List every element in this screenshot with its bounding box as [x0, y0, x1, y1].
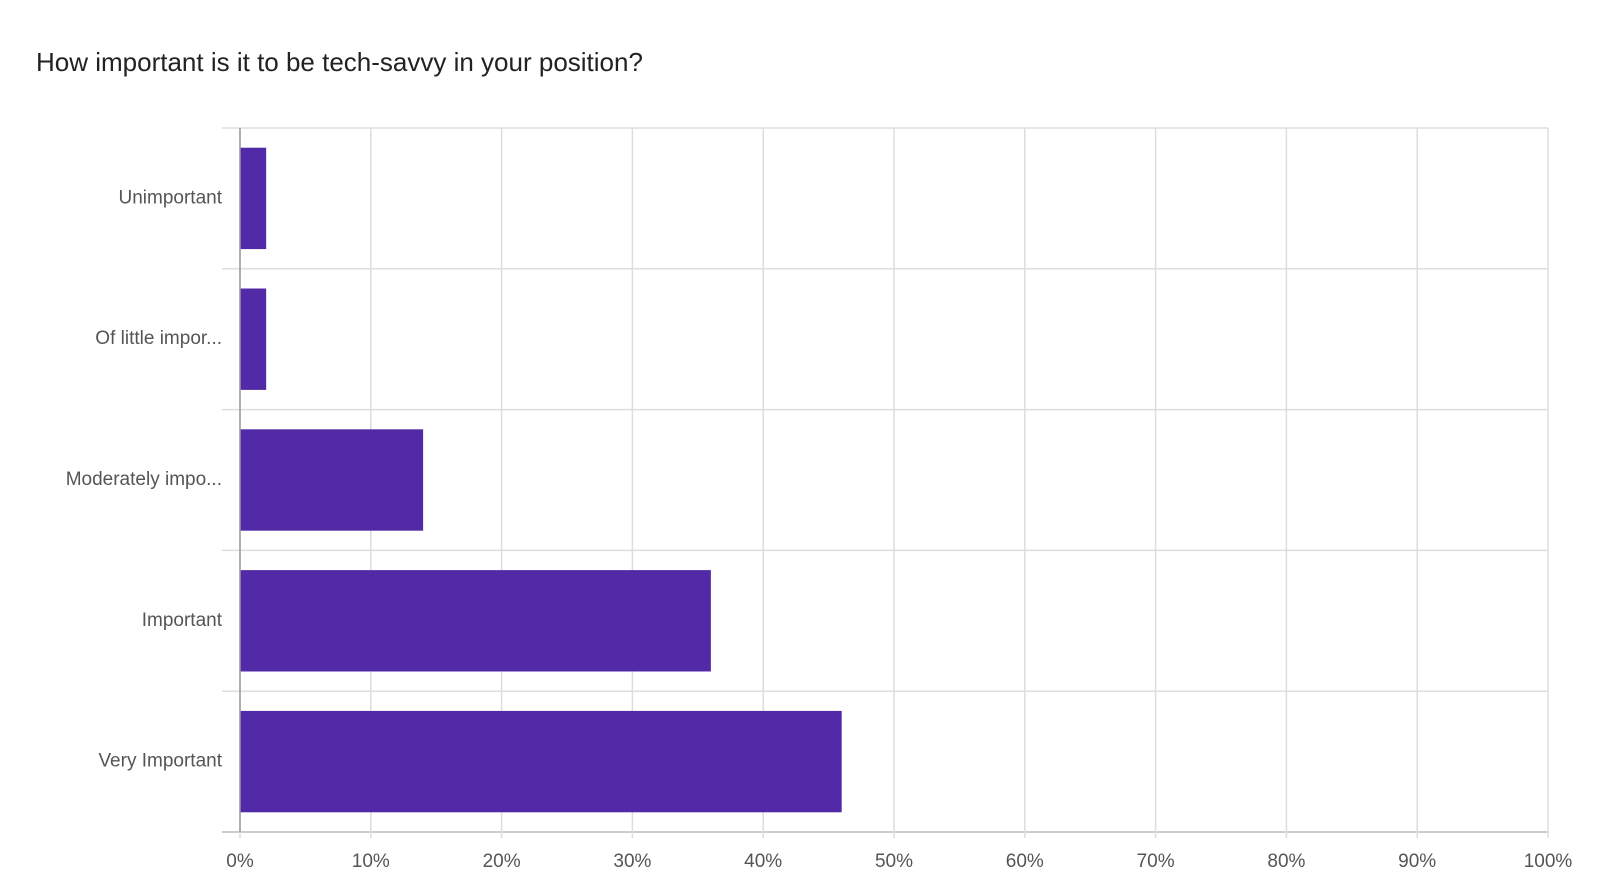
y-tick-label: Very Important	[98, 751, 222, 772]
x-tick-label: 90%	[1398, 851, 1436, 872]
y-tick-label: Unimportant	[119, 187, 223, 208]
bar	[240, 288, 267, 390]
bar	[240, 710, 842, 813]
x-tick-label: 30%	[613, 851, 651, 872]
x-tick-label: 0%	[226, 851, 254, 872]
y-tick-label: Moderately impo...	[66, 469, 222, 490]
x-tick-label: 40%	[744, 851, 782, 872]
y-tick-label: Of little impor...	[95, 328, 222, 349]
x-tick-label: 70%	[1137, 851, 1175, 872]
x-tick-label: 100%	[1524, 851, 1573, 872]
y-tick-label: Important	[142, 610, 223, 631]
x-tick-label: 10%	[352, 851, 390, 872]
chart-title: How important is it to be tech-savvy in …	[36, 47, 643, 77]
x-tick-label: 60%	[1006, 851, 1044, 872]
bar	[240, 570, 711, 672]
bar	[240, 147, 267, 250]
x-tick-label: 80%	[1267, 851, 1305, 872]
x-tick-label: 50%	[875, 851, 913, 872]
x-tick-label: 20%	[483, 851, 521, 872]
bar	[240, 429, 424, 531]
